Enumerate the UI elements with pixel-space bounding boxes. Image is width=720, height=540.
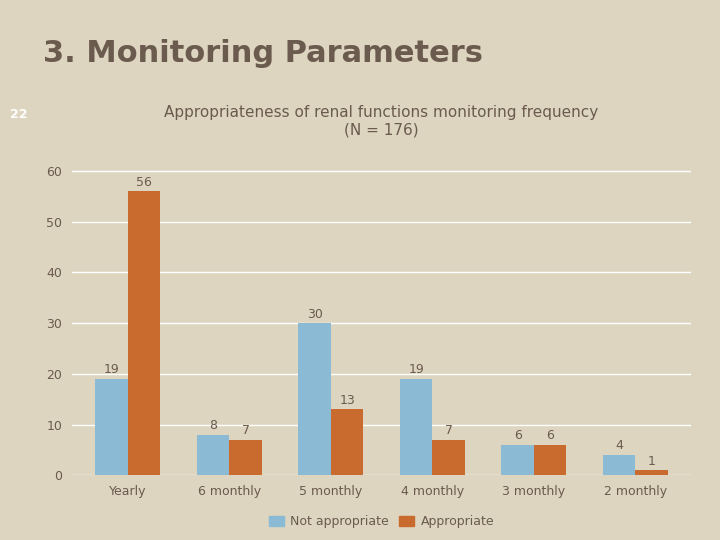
Text: 3. Monitoring Parameters: 3. Monitoring Parameters (43, 39, 483, 69)
Text: 6: 6 (546, 429, 554, 442)
Text: 19: 19 (408, 363, 424, 376)
Bar (603, 455, 635, 475)
Text: 7: 7 (444, 424, 453, 437)
Bar (331, 409, 364, 475)
Text: 13: 13 (339, 394, 355, 407)
Text: 19: 19 (104, 363, 120, 376)
Text: 1: 1 (648, 455, 655, 468)
Bar (230, 440, 262, 475)
Bar (534, 445, 567, 475)
Text: 6: 6 (513, 429, 521, 442)
Bar (501, 445, 534, 475)
Text: 4: 4 (615, 440, 623, 453)
Text: 7: 7 (242, 424, 250, 437)
Bar (298, 323, 331, 475)
Text: 8: 8 (209, 419, 217, 432)
Bar (400, 379, 432, 475)
Legend: Not appropriate, Appropriate: Not appropriate, Appropriate (264, 510, 499, 533)
Bar (128, 191, 161, 475)
Bar (197, 435, 230, 475)
Title: Appropriateness of renal functions monitoring frequency
(N = 176): Appropriateness of renal functions monit… (164, 105, 599, 138)
Text: 56: 56 (136, 176, 152, 189)
Text: 30: 30 (307, 308, 323, 321)
Bar (432, 440, 465, 475)
Bar (95, 379, 128, 475)
Text: 22: 22 (10, 108, 27, 122)
Bar (635, 470, 668, 475)
